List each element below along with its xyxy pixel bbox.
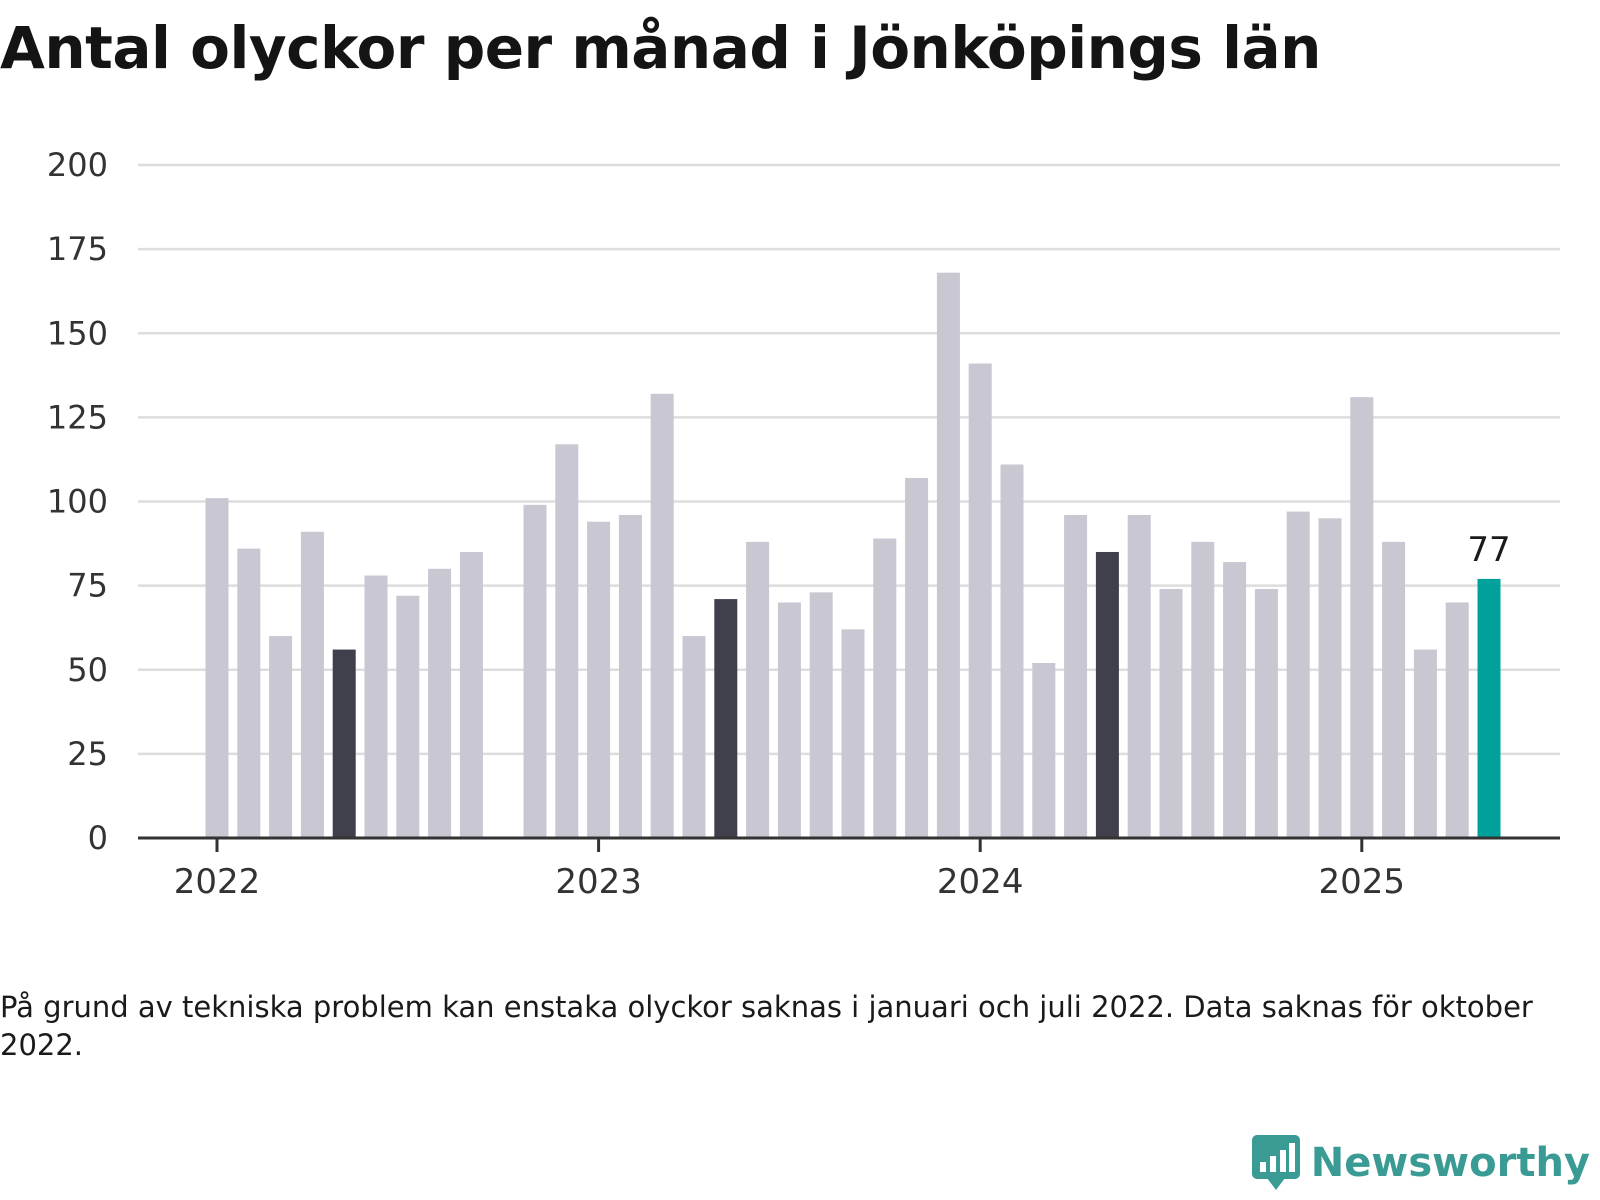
y-tick-label: 125 xyxy=(47,398,108,436)
data-label: 77 xyxy=(1467,530,1510,570)
bar-2022-11 xyxy=(523,504,547,838)
bar-2023-05 xyxy=(714,599,738,838)
bar-2024-03 xyxy=(1032,663,1056,838)
bar-2023-08 xyxy=(809,592,833,838)
x-tick-label: 2024 xyxy=(937,862,1024,902)
y-axis-ticks: 0 25 50 75 100 125 150 175 200 xyxy=(47,146,108,857)
bar-2025-05 xyxy=(1477,578,1501,838)
y-tick-label: 200 xyxy=(47,146,108,184)
bar-2023-01 xyxy=(587,521,611,838)
bar-2024-02 xyxy=(1000,464,1024,838)
y-tick-label: 100 xyxy=(47,483,108,521)
bar-2025-03 xyxy=(1413,649,1437,838)
bar-2023-04 xyxy=(682,636,706,838)
bar-2024-07 xyxy=(1159,588,1183,838)
footnote: På grund av tekniska problem kan enstaka… xyxy=(0,990,1533,1062)
bar-2023-10 xyxy=(873,538,897,838)
bar-2023-11 xyxy=(905,477,929,838)
y-tick-label: 25 xyxy=(67,735,108,773)
bar-2023-02 xyxy=(618,514,642,838)
y-tick-label: 75 xyxy=(67,567,108,605)
bar-2022-07 xyxy=(396,595,420,838)
bar-2023-03 xyxy=(650,393,674,838)
x-tick-label: 2025 xyxy=(1319,862,1406,902)
bar-2022-12 xyxy=(555,444,579,838)
bar-2022-08 xyxy=(428,568,452,838)
bar-2024-05 xyxy=(1095,551,1119,838)
bar-2022-03 xyxy=(269,636,293,838)
brand-name: Newsworthy xyxy=(1310,1140,1590,1186)
bar-2023-06 xyxy=(746,541,770,838)
y-tick-label: 50 xyxy=(67,651,108,689)
bar-2024-08 xyxy=(1191,541,1215,838)
bar-2024-11 xyxy=(1286,511,1310,838)
chart-title: Antal olyckor per månad i Jönköpings län xyxy=(0,14,1321,82)
bar-2025-01 xyxy=(1350,397,1374,838)
bar-2022-02 xyxy=(237,548,261,838)
bar-2024-04 xyxy=(1064,514,1088,838)
bar-2022-04 xyxy=(300,531,324,838)
y-tick-label: 175 xyxy=(47,230,108,268)
data-labels: 77 xyxy=(1467,530,1510,570)
bar-2025-02 xyxy=(1382,541,1406,838)
x-axis-ticks: 2022 2023 2024 2025 xyxy=(174,838,1405,902)
y-tick-label: 150 xyxy=(47,314,108,352)
brand-logo: Newsworthy xyxy=(1251,1134,1590,1192)
bar-2025-04 xyxy=(1445,602,1469,838)
bar-2024-09 xyxy=(1223,562,1247,838)
bar-2023-09 xyxy=(841,629,865,838)
y-tick-label: 0 xyxy=(88,819,108,857)
bar-2022-06 xyxy=(364,575,388,838)
bar-2024-06 xyxy=(1127,514,1151,838)
newsworthy-logo-icon xyxy=(1251,1135,1300,1190)
bar-2022-01 xyxy=(205,498,229,838)
bar-2024-01 xyxy=(968,363,992,838)
bar-2022-05 xyxy=(332,649,356,838)
x-tick-label: 2022 xyxy=(174,862,261,902)
x-tick-label: 2023 xyxy=(555,862,642,902)
bar-2024-10 xyxy=(1254,588,1278,838)
bar-2023-07 xyxy=(777,602,801,838)
bar-2024-12 xyxy=(1318,518,1342,838)
bar-2023-12 xyxy=(936,272,960,838)
bars xyxy=(205,272,1501,838)
bar-2022-09 xyxy=(459,551,483,838)
